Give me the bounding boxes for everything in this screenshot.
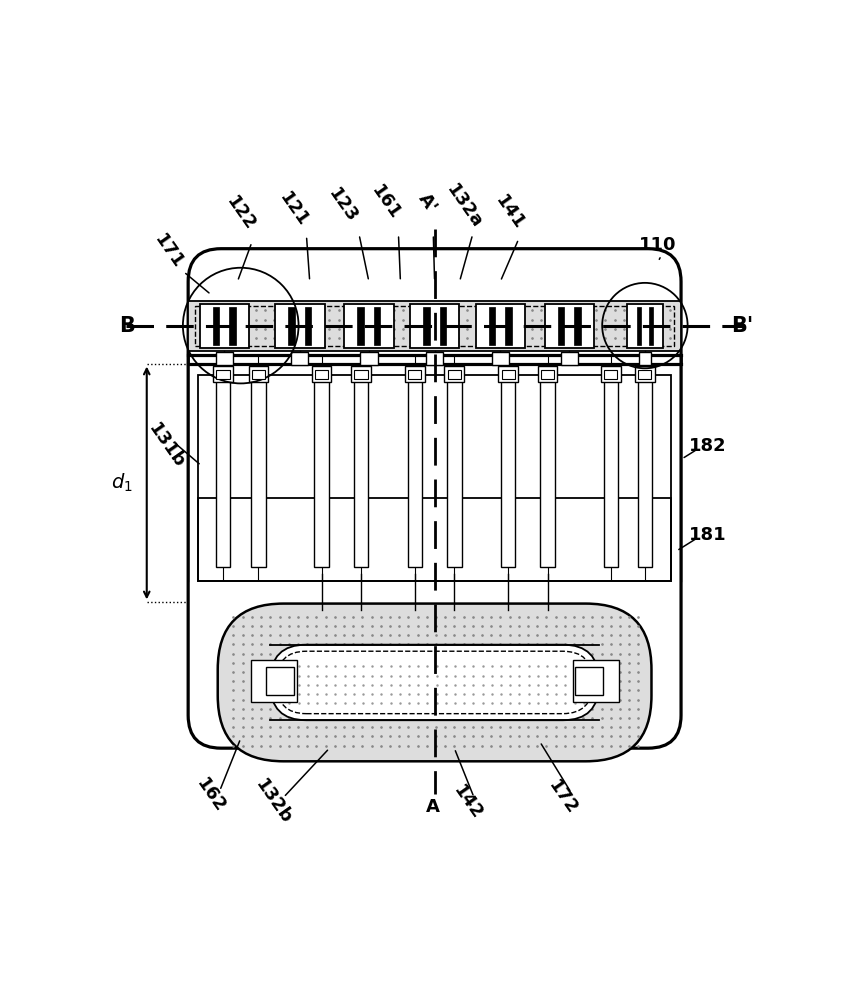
Bar bbox=[574, 307, 581, 345]
Bar bbox=[315, 365, 329, 567]
Bar bbox=[423, 307, 430, 345]
Bar bbox=[291, 352, 309, 365]
FancyBboxPatch shape bbox=[188, 249, 681, 748]
FancyBboxPatch shape bbox=[218, 604, 651, 761]
Bar bbox=[344, 304, 393, 348]
Bar bbox=[198, 375, 672, 581]
Bar bbox=[649, 307, 653, 345]
Bar bbox=[540, 365, 555, 567]
Bar bbox=[635, 366, 655, 382]
Bar bbox=[476, 304, 525, 348]
Bar bbox=[447, 365, 461, 567]
Bar bbox=[604, 370, 617, 379]
Text: B: B bbox=[119, 316, 135, 336]
Text: A: A bbox=[427, 798, 440, 816]
Bar bbox=[410, 304, 460, 348]
Bar bbox=[561, 352, 578, 365]
Text: 122: 122 bbox=[222, 193, 259, 234]
Bar bbox=[216, 370, 230, 379]
Bar bbox=[501, 365, 516, 567]
Bar bbox=[637, 307, 641, 345]
Text: 142: 142 bbox=[449, 782, 486, 823]
Bar bbox=[627, 304, 663, 348]
Bar bbox=[538, 366, 557, 382]
Bar bbox=[489, 307, 495, 345]
Bar bbox=[251, 365, 265, 567]
Bar bbox=[198, 498, 672, 581]
Bar bbox=[505, 307, 511, 345]
Bar bbox=[315, 370, 328, 379]
Bar bbox=[448, 370, 461, 379]
Bar bbox=[439, 307, 446, 345]
Text: 161: 161 bbox=[367, 182, 404, 223]
Bar bbox=[288, 307, 295, 345]
Bar bbox=[575, 667, 603, 695]
Bar bbox=[572, 660, 619, 702]
Bar bbox=[354, 370, 367, 379]
Bar bbox=[444, 366, 464, 382]
Bar bbox=[188, 301, 681, 351]
Text: 121: 121 bbox=[275, 189, 311, 230]
Text: 141: 141 bbox=[492, 192, 528, 233]
Text: 172: 172 bbox=[544, 777, 581, 818]
Bar bbox=[638, 365, 652, 567]
Bar bbox=[195, 306, 674, 346]
Bar bbox=[409, 370, 421, 379]
Text: 132b: 132b bbox=[252, 776, 295, 828]
Text: 131b: 131b bbox=[145, 420, 188, 472]
Bar bbox=[305, 307, 311, 345]
Bar bbox=[188, 301, 681, 351]
Bar bbox=[558, 307, 564, 345]
Bar bbox=[541, 370, 555, 379]
Text: 123: 123 bbox=[325, 185, 360, 226]
Text: 132a: 132a bbox=[443, 181, 486, 231]
Bar bbox=[544, 304, 594, 348]
Bar bbox=[426, 352, 444, 365]
Bar bbox=[405, 366, 425, 382]
Bar bbox=[213, 366, 233, 382]
Bar bbox=[499, 366, 518, 382]
Bar bbox=[199, 304, 249, 348]
Bar bbox=[252, 370, 265, 379]
Text: 182: 182 bbox=[689, 437, 726, 455]
Bar bbox=[215, 352, 233, 365]
Bar bbox=[251, 660, 297, 702]
Bar bbox=[358, 307, 364, 345]
Bar bbox=[601, 366, 621, 382]
Bar bbox=[312, 366, 332, 382]
Text: 162: 162 bbox=[193, 775, 229, 816]
Bar bbox=[248, 366, 268, 382]
Bar bbox=[215, 365, 230, 567]
Bar bbox=[374, 307, 380, 345]
Text: $d_1$: $d_1$ bbox=[111, 472, 132, 494]
Text: B': B' bbox=[731, 316, 753, 336]
Bar bbox=[276, 304, 325, 348]
Bar bbox=[492, 352, 509, 365]
Bar bbox=[639, 370, 651, 379]
Bar bbox=[408, 365, 422, 567]
Text: 181: 181 bbox=[689, 526, 726, 544]
Bar bbox=[354, 365, 368, 567]
Bar bbox=[229, 307, 236, 345]
Bar bbox=[266, 667, 294, 695]
Text: 171: 171 bbox=[150, 231, 187, 272]
Bar bbox=[502, 370, 515, 379]
Text: 110: 110 bbox=[639, 236, 677, 254]
Bar bbox=[604, 365, 618, 567]
Bar bbox=[213, 307, 220, 345]
Bar bbox=[639, 352, 651, 365]
Text: A': A' bbox=[415, 190, 441, 216]
Bar bbox=[360, 352, 377, 365]
FancyBboxPatch shape bbox=[271, 645, 599, 720]
Bar bbox=[351, 366, 371, 382]
